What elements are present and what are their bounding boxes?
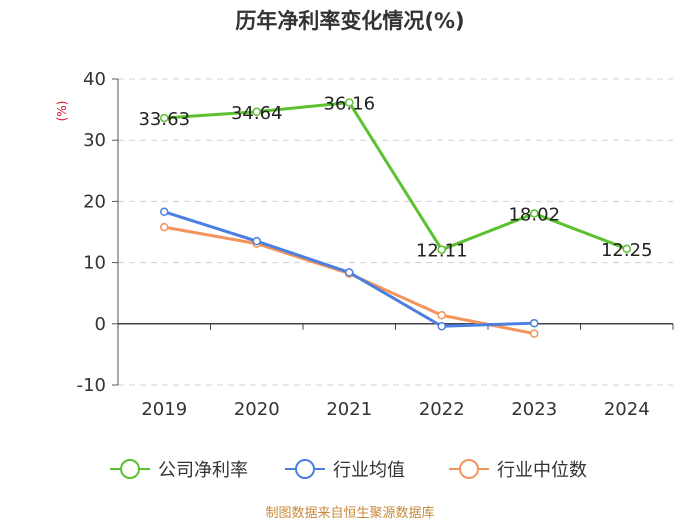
legend-label: 行业中位数 [497, 460, 587, 481]
x-ticks: 2019 2020 2021 2022 2023 2024 [141, 399, 649, 420]
x-tick-label: 2019 [141, 399, 187, 420]
y-tick-label: 20 [83, 191, 106, 212]
data-point [437, 310, 446, 320]
y-axis-unit: (%) [55, 101, 69, 122]
series-company [160, 98, 631, 254]
data-point [437, 245, 446, 254]
data-label: 34.64 [231, 103, 283, 124]
legend-item: 行业均值 [285, 459, 405, 481]
data-point [252, 107, 261, 117]
data-label: 12.11 [416, 241, 468, 262]
data-point [160, 113, 169, 123]
y-tick-label: 0 [95, 314, 106, 335]
series-layer [160, 98, 631, 338]
data-point [345, 98, 354, 107]
x-tick-label: 2024 [604, 399, 650, 420]
data-point [345, 268, 354, 277]
data-point [160, 207, 169, 217]
data-label: 33.63 [138, 109, 190, 130]
data-point [160, 222, 169, 232]
y-tick-label: 30 [83, 130, 106, 151]
y-tick-label: -10 [77, 375, 106, 396]
x-tick-label: 2023 [511, 399, 557, 420]
legend-item: 公司净利率 [110, 459, 248, 481]
series-line [164, 101, 628, 252]
data-label: 18.02 [508, 205, 560, 226]
x-tick-label: 2022 [419, 399, 465, 420]
legend-label: 行业均值 [333, 460, 405, 481]
legend-item: 行业中位数 [449, 459, 587, 481]
x-tick-label: 2020 [234, 399, 280, 420]
series-line [163, 225, 535, 336]
data-label: 36.16 [323, 94, 375, 115]
grid [118, 78, 673, 386]
series-industry-median [160, 222, 539, 338]
data-point [530, 318, 539, 328]
source-note: 制图数据来自恒生聚源数据库 [265, 505, 434, 521]
x-tick-label: 2021 [326, 399, 372, 420]
data-point [530, 329, 539, 338]
y-tick-label: 10 [83, 253, 106, 274]
legend-marker [459, 459, 479, 479]
data-labels: 33.63 34.64 36.16 12.11 18.02 12.25 [138, 94, 652, 262]
chart-title: 历年净利率变化情况(%) [235, 9, 464, 33]
legend-marker [295, 459, 315, 479]
data-point [622, 244, 631, 254]
data-point [530, 209, 539, 218]
y-tick-label: 40 [83, 69, 106, 90]
data-point [437, 321, 446, 331]
data-point [252, 236, 261, 246]
y-ticks: 40 30 20 10 0 -10 [77, 69, 106, 396]
axes [112, 78, 674, 386]
legend-marker [120, 459, 140, 479]
series-industry-mean [160, 207, 539, 331]
legend-label: 公司净利率 [158, 460, 248, 481]
legend: 公司净利率 行业均值 行业中位数 [110, 459, 587, 481]
data-label: 12.25 [601, 240, 653, 261]
